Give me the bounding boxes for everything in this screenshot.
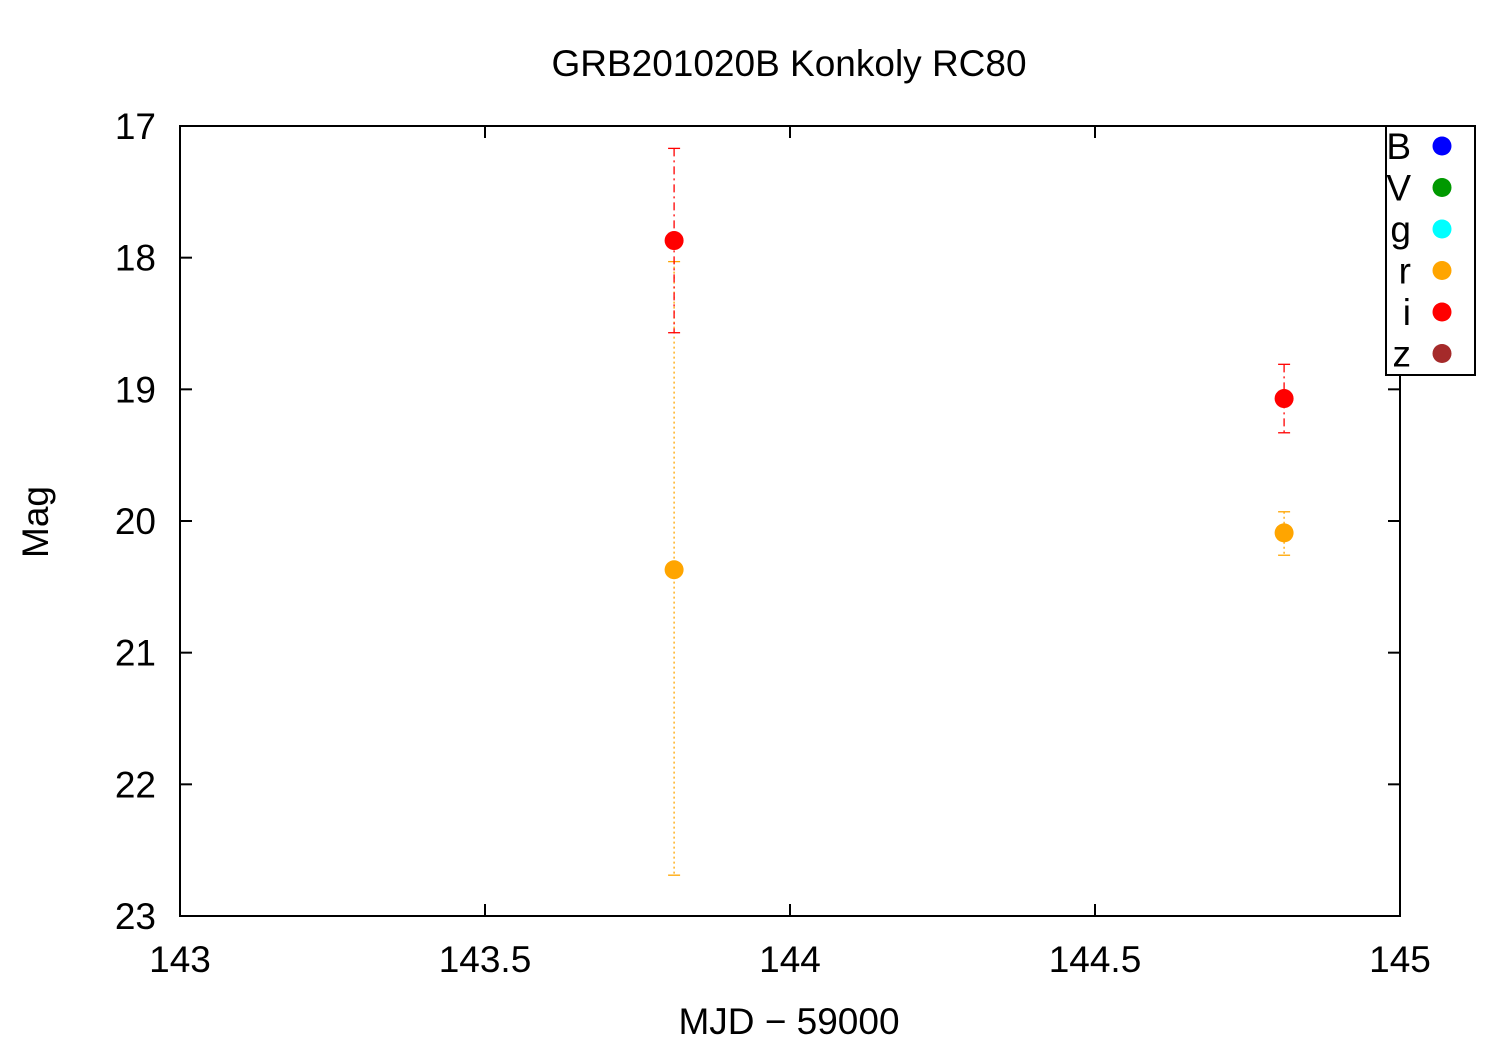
legend-marker-B: [1432, 136, 1452, 156]
legend-label-g: g: [1390, 209, 1411, 250]
legend-label-r: r: [1399, 251, 1411, 292]
data-marks: [664, 147, 1294, 876]
legend-marker-r: [1432, 261, 1452, 280]
y-tick-label: 21: [115, 633, 156, 674]
legend-label-V: V: [1386, 168, 1411, 209]
y-tick-label: 18: [115, 238, 156, 279]
plot-frame: [179, 125, 1401, 917]
legend-label-B: B: [1386, 126, 1411, 167]
legend-label-z: z: [1393, 334, 1412, 375]
y-tick-label: 20: [115, 501, 156, 542]
data-point-r: [664, 560, 684, 580]
y-tick-label: 23: [115, 896, 156, 937]
chart-title: GRB201020B Konkoly RC80: [551, 43, 1026, 84]
y-axis-label: Mag: [15, 486, 56, 558]
x-tick-label: 145: [1369, 939, 1431, 980]
x-axis-label: MJD − 59000: [678, 1001, 899, 1042]
legend-marker-V: [1432, 178, 1452, 197]
data-point-i: [1274, 389, 1294, 409]
x-tick-label: 143.5: [439, 939, 532, 980]
x-axis: 143 143.5 144 144.5 145: [149, 126, 1431, 980]
x-tick-label: 144: [759, 939, 821, 980]
data-point-r: [1274, 523, 1294, 543]
y-tick-label: 17: [115, 106, 156, 147]
legend-marker-i: [1432, 302, 1452, 322]
y-tick-label: 19: [115, 369, 156, 410]
x-tick-label: 143: [149, 939, 211, 980]
plot-area: [179, 125, 1401, 917]
x-tick-label: 144.5: [1049, 939, 1142, 980]
legend-label-i: i: [1403, 292, 1411, 333]
legend-marker-z: [1432, 344, 1452, 363]
y-axis: 17 18 19 20 21 22 23: [115, 106, 1400, 937]
legend-box: [1385, 125, 1476, 376]
legend-marker-g: [1432, 219, 1452, 239]
data-point-i: [664, 231, 684, 251]
y-tick-label: 22: [115, 764, 156, 805]
